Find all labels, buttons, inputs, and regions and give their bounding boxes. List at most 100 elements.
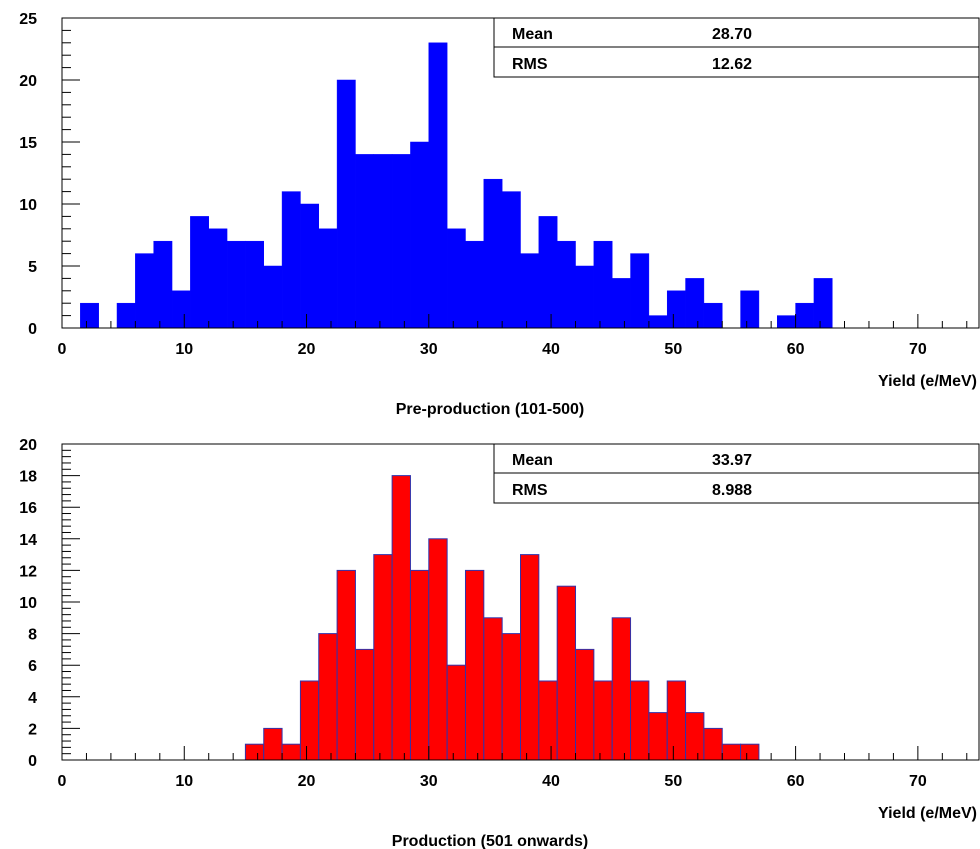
chart-caption: Pre-production (101-500) (396, 401, 584, 418)
histogram-bar (575, 265, 595, 329)
x-tick-label: 60 (787, 341, 805, 358)
y-tick-label: 20 (19, 73, 37, 90)
histogram-bar (538, 680, 558, 761)
y-tick-label: 15 (19, 135, 37, 152)
y-tick-label: 0 (28, 321, 37, 338)
histogram-bar (520, 253, 540, 329)
histogram-bar (703, 302, 723, 329)
histogram-bar (685, 712, 705, 761)
y-tick-label: 8 (28, 627, 37, 644)
y-tick-label: 18 (19, 469, 37, 486)
histogram-bar (611, 278, 631, 329)
y-tick-label: 5 (28, 259, 37, 276)
histogram-bar (281, 743, 301, 761)
stats-box: Mean 33.97 RMS 8.988 (493, 443, 980, 504)
histogram-bar (666, 680, 687, 761)
stats-box: Mean 28.70 RMS 12.62 (493, 17, 980, 78)
stats-mean-value: 28.70 (712, 26, 752, 43)
x-tick-label: 20 (298, 773, 316, 790)
histogram-bar (501, 191, 521, 329)
y-tick-label: 10 (19, 197, 37, 214)
ticks: 0 10 20 30 40 50 60 70 0 2 4 6 8 10 12 14 16 18 20 (19, 437, 968, 790)
x-tick-label: 60 (787, 773, 805, 790)
x-tick-label: 30 (420, 773, 438, 790)
histogram-bar (813, 278, 833, 329)
y-tick-label: 4 (28, 690, 37, 707)
histogram-bar (630, 253, 650, 329)
histogram-bar (483, 617, 503, 761)
x-tick-label: 40 (542, 773, 560, 790)
histogram-bar (648, 315, 668, 329)
histogram-bar (795, 302, 815, 329)
histogram-bar (483, 178, 503, 329)
histogram-bar (703, 727, 723, 761)
histogram-bar (263, 727, 283, 761)
y-tick-label: 12 (19, 563, 37, 580)
histogram-bar (538, 216, 558, 329)
histogram-bar (446, 228, 466, 329)
histogram-bar (300, 203, 320, 329)
histogram-bar (685, 278, 705, 329)
histogram-bar (501, 633, 522, 761)
histogram-bar (116, 302, 136, 329)
histogram-bar (556, 240, 576, 329)
y-tick-label: 25 (19, 11, 37, 28)
histogram-bar (575, 648, 595, 761)
y-tick-label: 20 (19, 437, 37, 454)
x-tick-label: 50 (664, 341, 682, 358)
histogram-bar (318, 228, 338, 329)
x-axis-label: Yield (e/MeV) (878, 805, 977, 822)
bars (80, 42, 833, 329)
pre-production-histogram: 0 10 20 30 40 50 60 70 0 5 10 15 20 25 Mean 28.70 RMS… (19, 11, 980, 418)
chart-caption: Production (501 onwards) (392, 833, 588, 849)
histogram-bar (226, 240, 246, 329)
histogram-bar (336, 79, 356, 329)
histogram-bar (153, 240, 173, 329)
histogram-bar (355, 154, 375, 329)
histogram-bar (465, 240, 485, 329)
histogram-bar (666, 290, 686, 329)
histogram-bar (190, 216, 209, 329)
histogram-bar (391, 475, 411, 761)
histogram-bar (135, 253, 154, 329)
histogram-bar (409, 569, 430, 761)
y-tick-label: 14 (19, 532, 37, 549)
stats-rms-label: RMS (512, 482, 548, 499)
x-tick-label: 50 (664, 773, 682, 790)
bars (244, 475, 760, 761)
y-tick-label: 2 (28, 721, 37, 738)
stats-rms-value: 12.62 (712, 56, 752, 73)
x-tick-label: 10 (175, 773, 193, 790)
y-tick-label: 16 (19, 500, 37, 517)
histogram-bar (428, 42, 448, 329)
histogram-bar (354, 648, 375, 761)
histogram-bar (410, 141, 430, 329)
y-tick-label: 0 (28, 753, 37, 770)
ticks: 0 10 20 30 40 50 60 70 0 5 10 15 20 25 (19, 11, 968, 358)
stats-rms-value: 8.988 (712, 482, 752, 499)
histogram-bar (611, 617, 632, 761)
histogram-bar (520, 554, 540, 761)
histogram-bar (245, 240, 264, 329)
histogram-bar (740, 743, 760, 761)
histogram-bar (208, 228, 228, 329)
x-tick-label: 70 (909, 341, 927, 358)
histogram-bar (428, 538, 448, 761)
x-tick-label: 40 (542, 341, 560, 358)
x-tick-label: 0 (58, 341, 67, 358)
x-tick-label: 70 (909, 773, 927, 790)
histogram-bar (336, 569, 356, 761)
histogram-bar (446, 664, 466, 761)
histogram-bar (556, 585, 577, 761)
x-tick-label: 10 (175, 341, 193, 358)
stats-mean-label: Mean (512, 26, 553, 43)
histogram-bar (721, 743, 742, 761)
stats-mean-value: 33.97 (712, 452, 752, 469)
production-histogram: 0 10 20 30 40 50 60 70 0 2 4 6 8 10 12 14 16 18 20 Mean 33… (19, 437, 980, 849)
histogram-bar (373, 554, 393, 761)
histogram-bar (593, 240, 613, 329)
histogram-bar (244, 743, 265, 761)
histogram-bar (630, 680, 650, 761)
histogram-bar (593, 680, 613, 761)
